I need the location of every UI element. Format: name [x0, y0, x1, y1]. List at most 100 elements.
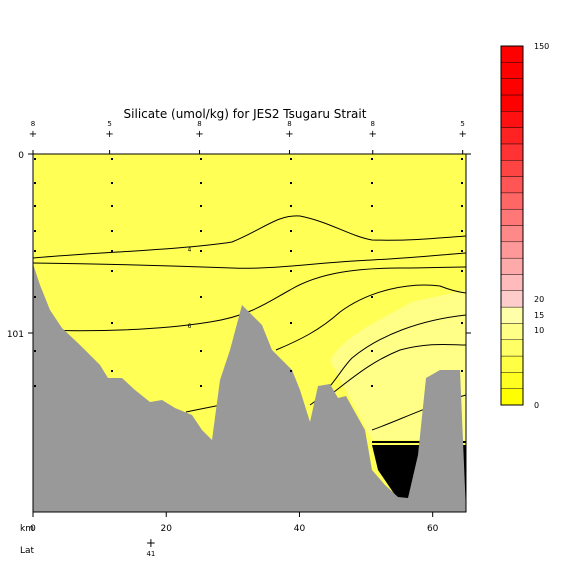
colorbar-tick-label: 20 — [534, 295, 544, 304]
station-marker: + — [458, 129, 466, 140]
sample-point — [34, 350, 36, 352]
station-label: 5 — [460, 120, 464, 128]
sample-point — [111, 205, 113, 207]
colorbar-segment — [500, 388, 524, 406]
colorbar-segment — [500, 62, 524, 79]
colorbar-segment — [500, 208, 524, 226]
sample-point — [111, 270, 113, 272]
x-axis-label: km — [20, 524, 34, 534]
colorbar-segment — [500, 176, 524, 194]
sample-point — [200, 230, 202, 232]
station-label: 8 — [31, 120, 35, 128]
sample-point — [200, 182, 202, 184]
contour-line — [275, 284, 467, 351]
colorbar-tick-label: 0 — [534, 401, 539, 410]
sample-point — [371, 158, 373, 160]
sample-point — [34, 296, 36, 298]
colorbar-segment — [500, 274, 524, 291]
sample-point — [111, 158, 113, 160]
station-marker: + — [195, 129, 203, 140]
y-tick-label: 0 — [18, 151, 24, 161]
colorbar-tick-label: 10 — [534, 326, 544, 335]
sample-point — [371, 250, 373, 252]
sample-point — [111, 230, 113, 232]
station-label: 5 — [107, 120, 111, 128]
sample-point — [461, 158, 463, 160]
sample-point — [371, 350, 373, 352]
colorbar-segment — [500, 78, 524, 96]
sample-point — [290, 230, 292, 232]
sample-point — [200, 350, 202, 352]
contour-line — [32, 215, 467, 259]
sample-point — [200, 158, 202, 160]
station-marker: + — [105, 129, 113, 140]
colorbar-segment — [500, 355, 524, 373]
contour-line — [32, 266, 467, 332]
sample-point — [111, 322, 113, 324]
sample-point — [290, 158, 292, 160]
colorbar-tick-label: 15 — [534, 311, 544, 320]
colorbar-segment — [500, 127, 524, 145]
colorbar-segment — [500, 45, 524, 63]
contour-line — [329, 343, 467, 396]
chart-title: Silicate (umol/kg) for JES2 Tsugaru Stra… — [124, 107, 367, 121]
sample-point — [371, 230, 373, 232]
y-tick-label: 101 — [7, 330, 24, 340]
colorbar-segment — [500, 290, 524, 308]
sample-point — [371, 205, 373, 207]
sample-point — [200, 250, 202, 252]
colorbar-segment — [500, 111, 524, 128]
sample-point — [34, 250, 36, 252]
colorbar-segment — [500, 306, 524, 324]
sample-point — [34, 385, 36, 387]
sample-point — [290, 250, 292, 252]
x-tick-label: 60 — [427, 524, 439, 534]
lat-tick-marker: + — [146, 536, 156, 550]
contour-label: 4 — [188, 247, 192, 254]
lat-tick-label: 41 — [146, 550, 155, 558]
station-marker: + — [29, 129, 37, 140]
station-label: 8 — [287, 120, 291, 128]
sample-point — [34, 230, 36, 232]
contour-line — [32, 252, 467, 269]
x-tick-label: 40 — [294, 524, 306, 534]
sample-point — [290, 270, 292, 272]
station-label: 8 — [371, 120, 375, 128]
colorbar-segment — [500, 257, 524, 275]
colorbar-segment — [500, 225, 524, 243]
colorbar-segment — [500, 372, 524, 389]
sample-point — [371, 296, 373, 298]
sample-point — [461, 370, 463, 372]
sample-point — [461, 322, 463, 324]
sample-point — [290, 205, 292, 207]
contour-label: 6 — [188, 323, 192, 330]
station-label: 8 — [197, 120, 201, 128]
colorbar-segment — [500, 143, 524, 161]
x-tick-label: 0 — [30, 524, 36, 534]
lat-axis-label: Lat — [20, 546, 35, 556]
sample-point — [371, 182, 373, 184]
sample-point — [371, 385, 373, 387]
sample-point — [461, 250, 463, 252]
colorbar-frame — [500, 45, 524, 406]
colorbar-segment — [500, 192, 524, 210]
sample-point — [461, 230, 463, 232]
sample-point — [290, 182, 292, 184]
x-tick-label: 20 — [161, 524, 173, 534]
station-marker: + — [369, 129, 377, 140]
bottom-topography — [33, 264, 466, 512]
sample-point — [34, 205, 36, 207]
colorbar-segment — [500, 160, 524, 177]
sample-point — [290, 322, 292, 324]
sample-point — [461, 182, 463, 184]
colorbar-segment — [500, 241, 524, 259]
colorbar-tick-label: 150 — [534, 42, 549, 51]
sample-point — [34, 158, 36, 160]
sample-point — [34, 182, 36, 184]
colorbar-segment — [500, 339, 524, 357]
sample-point — [290, 370, 292, 372]
sample-point — [461, 205, 463, 207]
sample-point — [111, 250, 113, 252]
